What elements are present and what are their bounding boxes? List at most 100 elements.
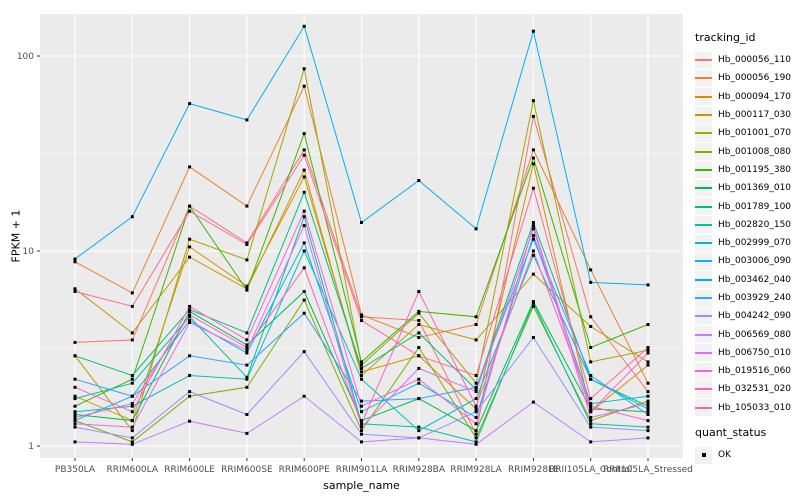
legend-entry: Hb_032531_020 [695, 380, 791, 398]
legend-key-swatch [695, 289, 712, 307]
data-point [360, 363, 363, 367]
legend-entry-label: Hb_001008_080 [718, 146, 792, 157]
data-point [302, 168, 306, 172]
data-point [73, 340, 77, 344]
data-point [360, 432, 363, 436]
data-point [646, 363, 650, 367]
data-point [188, 315, 192, 319]
data-point [245, 346, 249, 349]
data-point [73, 419, 77, 423]
data-point [474, 416, 478, 419]
legend-key-swatch [695, 161, 712, 179]
legend-key-swatch [695, 179, 712, 197]
data-point [360, 221, 363, 224]
legend-key-swatch [695, 51, 712, 69]
data-point [130, 440, 134, 444]
data-point [646, 402, 650, 406]
data-point [646, 323, 650, 326]
data-point [73, 394, 77, 398]
data-point [302, 249, 306, 253]
data-point [589, 280, 593, 284]
legend-key-line-icon [695, 297, 712, 299]
legend-key-line-icon [695, 132, 712, 135]
data-point [73, 422, 77, 426]
data-point [589, 404, 593, 408]
data-point [302, 298, 306, 302]
data-point [474, 404, 478, 408]
legend-entry: Hb_019516_060 [695, 362, 791, 380]
legend-key-line-icon [695, 370, 712, 373]
legend-key-swatch [695, 143, 712, 161]
data-point [73, 397, 77, 401]
data-point [531, 301, 535, 305]
data-point [531, 336, 535, 339]
data-point [130, 436, 134, 440]
data-point [188, 394, 192, 398]
data-point [646, 429, 650, 433]
data-point [245, 243, 249, 246]
quant-status-block: quant_status OK [695, 426, 791, 464]
data-point [245, 331, 249, 335]
data-point [188, 309, 192, 313]
legend-entry-label: Hb_001789_100 [718, 201, 792, 212]
legend-key-swatch [695, 344, 712, 362]
data-point [646, 419, 650, 423]
data-point [417, 425, 421, 429]
legend-key-line-icon [695, 150, 712, 153]
data-point [302, 215, 306, 219]
data-point [531, 400, 535, 404]
data-point [188, 419, 192, 423]
quant-status-title: quant_status [695, 425, 767, 439]
data-point [417, 346, 421, 349]
data-point [188, 374, 192, 377]
data-point [474, 410, 478, 414]
data-point [646, 413, 650, 416]
x-tick-label: PB350LA [55, 465, 96, 475]
legend-entry-label: Hb_002999_070 [718, 238, 792, 249]
data-point [245, 241, 249, 245]
data-point [589, 268, 593, 272]
data-point [130, 215, 134, 219]
data-point [589, 422, 593, 426]
x-tick-label: RRIM600LA [107, 465, 159, 475]
data-point [302, 153, 306, 157]
y-axis-title: FPKM + 1 [9, 209, 23, 263]
data-point [360, 404, 363, 408]
data-point [589, 346, 593, 349]
data-point [646, 348, 650, 352]
data-point [245, 375, 249, 379]
data-point [130, 377, 134, 381]
data-point [531, 114, 535, 118]
data-point [474, 227, 478, 231]
data-point [360, 429, 363, 433]
legend-entry-label: Hb_001195_380 [718, 164, 792, 175]
legend-key-swatch [695, 234, 712, 252]
data-point [188, 102, 192, 106]
data-point [589, 407, 593, 411]
data-point [130, 442, 134, 446]
data-point [302, 132, 306, 136]
data-point [589, 360, 593, 364]
data-point [188, 319, 192, 322]
data-point [188, 209, 192, 213]
data-point [360, 374, 363, 377]
data-point [646, 381, 650, 385]
data-point [360, 425, 363, 429]
data-point [302, 266, 306, 270]
data-point [130, 331, 134, 335]
quant-status-entry: OK [695, 446, 791, 464]
legend-entry: Hb_001369_010 [695, 179, 791, 197]
data-point [73, 410, 77, 414]
legend-entry: Hb_006569_080 [695, 325, 791, 344]
x-tick-label: RRIM600SE [221, 465, 273, 475]
data-point [360, 315, 363, 319]
data-point [531, 234, 535, 238]
x-tick-label: RRIM928LA [450, 465, 502, 475]
legend-key-swatch [695, 106, 712, 124]
data-point [302, 350, 306, 354]
data-point [417, 354, 421, 358]
legend-entry-label: Hb_001001_070 [718, 128, 792, 139]
data-point [531, 237, 535, 241]
legend-entry-label: Hb_000056_110 [718, 55, 792, 66]
data-point [302, 84, 306, 88]
